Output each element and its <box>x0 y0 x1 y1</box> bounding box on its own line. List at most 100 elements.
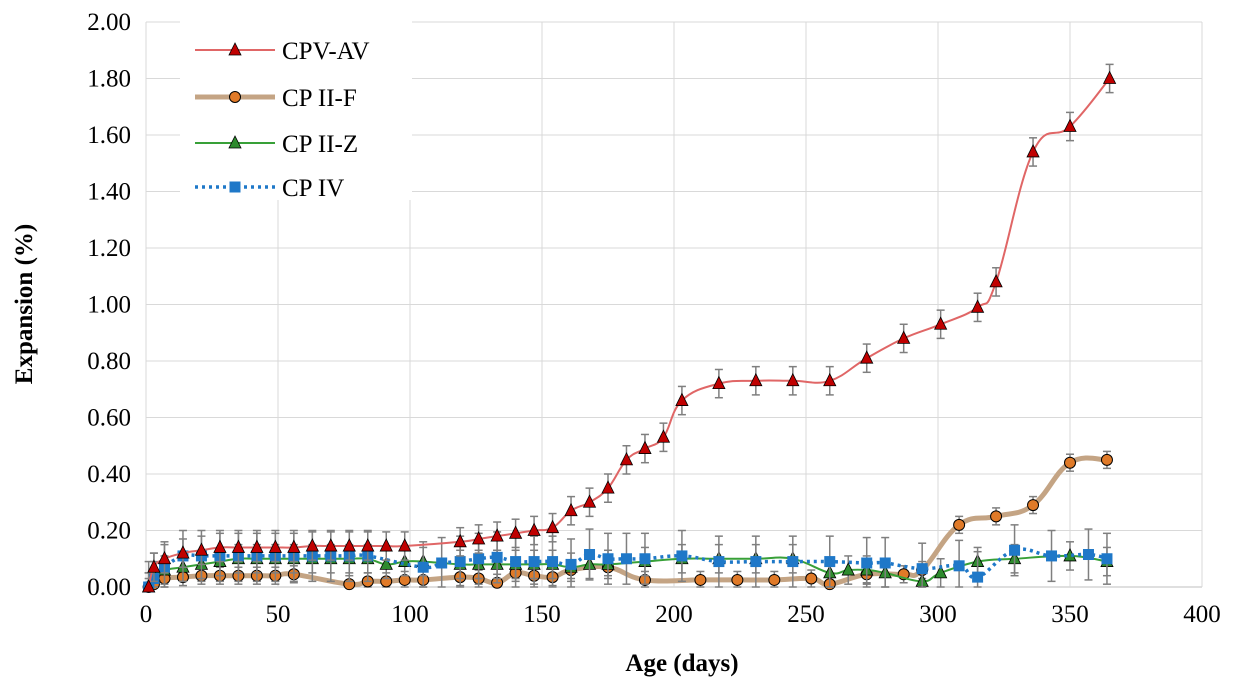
x-axis-ticks: 0 50 100 150 200 250 300 350 400 <box>140 601 1221 628</box>
data-point <box>398 538 412 552</box>
data-point <box>712 375 726 390</box>
data-point <box>619 451 634 466</box>
y-tick-label: 0.40 <box>87 461 131 488</box>
x-tick-label: 300 <box>919 601 957 628</box>
data-point <box>694 573 707 586</box>
data-point <box>545 519 560 534</box>
y-tick-label: 1.60 <box>87 122 131 149</box>
data-point <box>342 538 356 552</box>
data-point <box>491 551 503 563</box>
data-point <box>1009 544 1021 556</box>
data-point <box>970 299 985 313</box>
data-point <box>620 553 632 565</box>
data-point <box>750 556 762 568</box>
data-point <box>527 522 541 536</box>
data-point <box>638 440 652 454</box>
data-point <box>417 561 429 573</box>
data-point <box>141 579 156 593</box>
data-point <box>676 550 688 562</box>
data-point <box>972 571 984 583</box>
y-tick-label: 0.00 <box>87 574 131 601</box>
series-layer <box>141 63 1117 593</box>
y-tick-label: 1.40 <box>87 179 131 206</box>
y-tick-label: 1.20 <box>87 235 131 262</box>
data-point <box>1046 550 1058 562</box>
data-point <box>454 556 466 568</box>
data-point <box>1082 549 1094 561</box>
legend-marker <box>228 42 242 56</box>
legend-background <box>180 16 412 200</box>
data-point <box>916 563 928 575</box>
data-point <box>953 518 966 531</box>
legend-marker <box>228 135 242 149</box>
data-point <box>287 539 301 553</box>
data-point <box>787 556 799 568</box>
data-point <box>841 562 855 576</box>
data-point <box>675 392 689 406</box>
y-tick-label: 1.80 <box>87 66 131 93</box>
legend-label: CPV-AV <box>282 38 370 65</box>
data-point <box>601 480 615 494</box>
data-point <box>879 557 891 569</box>
x-tick-label: 250 <box>787 601 825 628</box>
data-point <box>805 572 818 585</box>
data-point <box>379 556 393 570</box>
y-tick-label: 1.00 <box>87 292 131 319</box>
y-tick-label: 0.80 <box>87 348 131 375</box>
data-point <box>933 564 948 579</box>
data-point <box>157 550 172 565</box>
data-point <box>860 350 874 364</box>
legend-label: CP IV <box>282 175 344 202</box>
legend: CPV-AV CP II-F CP II-Z CP IV <box>180 16 412 202</box>
data-point <box>823 372 837 387</box>
y-axis-ticks: 0.00 0.20 0.40 0.60 0.80 1.00 1.20 1.40 1.60 1.80… <box>87 9 131 601</box>
data-point <box>528 556 540 568</box>
x-tick-label: 150 <box>523 601 561 628</box>
data-point <box>953 560 965 572</box>
legend-marker <box>229 181 241 193</box>
data-point <box>436 557 448 569</box>
data-point <box>639 553 651 565</box>
data-point <box>1027 499 1040 512</box>
data-point <box>1026 144 1040 158</box>
data-point <box>564 502 578 517</box>
data-point <box>1101 553 1113 565</box>
x-tick-label: 400 <box>1183 601 1221 628</box>
data-point <box>713 556 725 568</box>
data-point <box>933 316 948 330</box>
data-point <box>786 372 800 387</box>
data-point <box>656 429 671 443</box>
data-point <box>1102 70 1117 84</box>
data-point <box>731 573 744 586</box>
data-point <box>565 558 577 570</box>
y-tick-label: 2.00 <box>87 9 131 36</box>
series-3 <box>143 524 1113 593</box>
legend-label: CP II-F <box>282 85 357 112</box>
data-point <box>379 538 393 552</box>
x-tick-label: 200 <box>655 601 693 628</box>
data-point <box>582 494 597 508</box>
data-point <box>213 539 227 553</box>
x-tick-label: 350 <box>1051 601 1089 628</box>
x-tick-label: 100 <box>391 601 429 628</box>
legend-marker <box>229 91 241 103</box>
data-point <box>768 573 781 586</box>
data-point <box>147 559 161 573</box>
series-0 <box>141 63 1117 593</box>
data-point <box>547 556 559 568</box>
data-point <box>194 542 209 556</box>
data-point <box>361 538 375 552</box>
data-point <box>453 533 467 548</box>
data-point <box>1064 456 1076 469</box>
data-point <box>897 330 911 344</box>
data-point <box>250 539 264 553</box>
data-point <box>490 528 504 542</box>
data-point <box>602 553 614 565</box>
x-tick-label: 50 <box>266 601 291 628</box>
data-point <box>824 556 836 568</box>
y-tick-label: 0.60 <box>87 405 131 432</box>
x-axis-title: Age (days) <box>625 650 738 677</box>
data-point <box>324 538 338 552</box>
data-point <box>990 510 1003 523</box>
